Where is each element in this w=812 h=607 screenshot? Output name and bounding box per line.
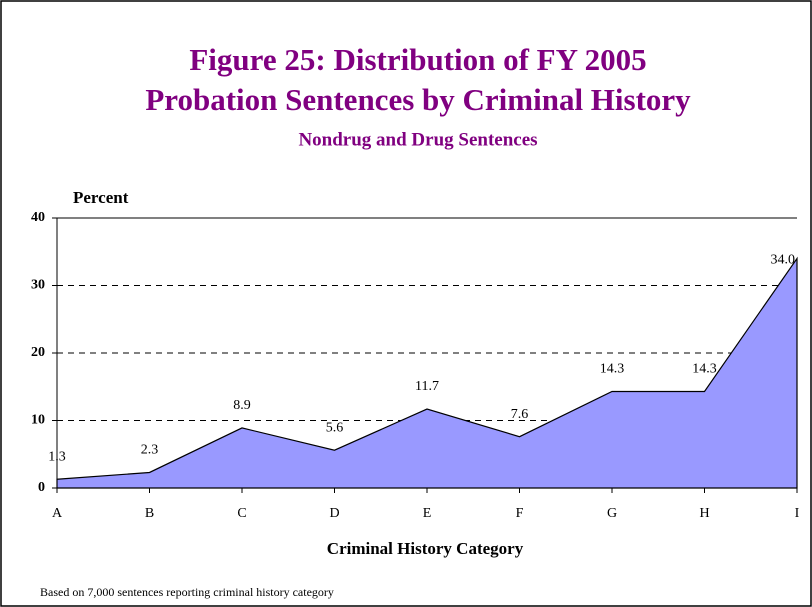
x-tick-label: C: [237, 506, 246, 521]
note: Based on 7,000 sentences reporting crimi…: [40, 585, 334, 599]
y-tick-label: 0: [38, 480, 45, 495]
value-label: 14.3: [600, 362, 625, 377]
x-tick-label: A: [52, 506, 63, 521]
value-label: 2.3: [141, 443, 159, 458]
y-tick-label: 20: [31, 345, 45, 360]
x-tick-label: G: [607, 506, 617, 521]
chart-subtitle: Nondrug and Drug Sentences: [298, 129, 537, 150]
value-label: 1.3: [48, 449, 66, 464]
value-label: 7.6: [511, 407, 529, 422]
x-tick-label: D: [329, 506, 339, 521]
y-axis-label: Percent: [73, 188, 129, 207]
value-label: 11.7: [415, 379, 439, 394]
x-tick-label: F: [516, 506, 524, 521]
x-axis-label: Criminal History Category: [327, 539, 524, 558]
x-tick-label: H: [699, 506, 709, 521]
y-tick-label: 40: [31, 210, 45, 225]
x-tick-label: I: [795, 506, 800, 521]
y-tick-label: 30: [31, 278, 45, 293]
x-tick-label: E: [423, 506, 432, 521]
y-tick-label: 10: [31, 413, 45, 428]
value-label: 14.3: [692, 362, 717, 377]
value-label: 5.6: [326, 420, 344, 435]
chart-title: Figure 25: Distribution of FY 2005: [189, 42, 646, 77]
x-tick-label: B: [145, 506, 154, 521]
chart-title: Probation Sentences by Criminal History: [145, 82, 691, 117]
value-label: 34.0: [771, 253, 796, 268]
value-label: 8.9: [233, 398, 251, 413]
